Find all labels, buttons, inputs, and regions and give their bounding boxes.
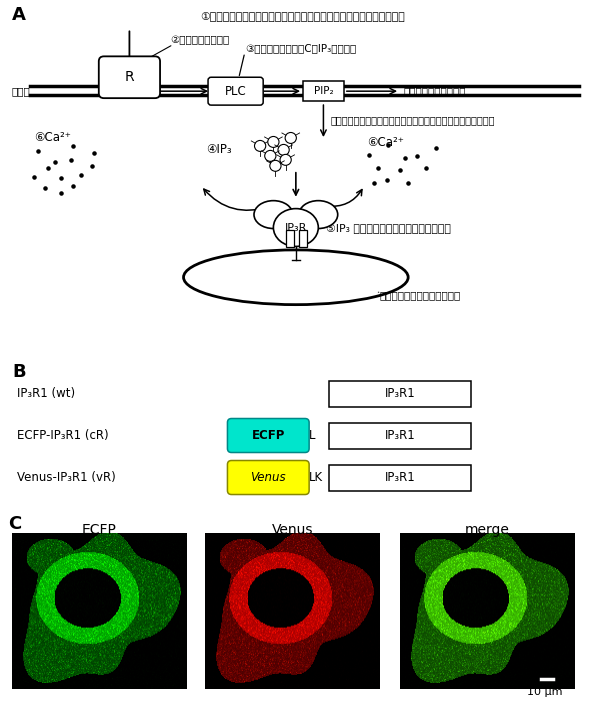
Ellipse shape — [254, 200, 293, 229]
Text: B: B — [12, 363, 26, 381]
Text: ⑥Ca²⁺: ⑥Ca²⁺ — [34, 131, 71, 144]
Bar — [299, 229, 307, 247]
Circle shape — [280, 154, 291, 165]
Text: IP₃R1: IP₃R1 — [385, 471, 415, 484]
Bar — [329, 464, 472, 490]
Text: 小胞体：カルシウム谯蔵器官: 小胞体：カルシウム谯蔵器官 — [380, 290, 461, 300]
Text: C: C — [8, 515, 21, 533]
Text: PIP₂: PIP₂ — [314, 87, 333, 96]
Text: merge: merge — [465, 523, 510, 537]
Text: ①細胞外刷激（ホルモン、成長因子、神経伝達物質、光、におい等）: ①細胞外刷激（ホルモン、成長因子、神経伝達物質、光、におい等） — [200, 11, 406, 21]
Text: ジアシルグリセロール: ジアシルグリセロール — [403, 87, 466, 96]
Text: 細胞膜: 細胞膜 — [12, 87, 31, 96]
Bar — [12, 534, 187, 689]
Text: LK: LK — [309, 471, 323, 484]
Text: Venus: Venus — [272, 523, 313, 537]
Circle shape — [285, 133, 296, 143]
Text: ⑤IP₃ レセプター：カルシウムチャネル: ⑤IP₃ レセプター：カルシウムチャネル — [326, 223, 451, 232]
Text: IP₃R: IP₃R — [284, 223, 307, 232]
Text: ECFP: ECFP — [251, 429, 285, 442]
Text: ⑥Ca²⁺: ⑥Ca²⁺ — [367, 136, 404, 149]
Bar — [303, 81, 344, 101]
Text: IP₃R1: IP₃R1 — [385, 429, 415, 442]
Ellipse shape — [299, 200, 338, 229]
Text: Venus: Venus — [250, 471, 286, 484]
Text: ②細胞膜上の受容体: ②細胞膜上の受容体 — [170, 35, 230, 45]
FancyBboxPatch shape — [99, 56, 160, 98]
Circle shape — [268, 136, 279, 147]
Text: R: R — [125, 70, 134, 84]
Text: ECFP: ECFP — [82, 523, 117, 537]
FancyBboxPatch shape — [227, 418, 309, 453]
Text: ④IP₃: ④IP₃ — [206, 143, 232, 156]
Circle shape — [254, 141, 266, 151]
Circle shape — [278, 144, 289, 155]
Text: 10 μm: 10 μm — [527, 687, 563, 697]
Text: IP₃R1 (wt): IP₃R1 (wt) — [17, 387, 75, 400]
Text: PLC: PLC — [225, 84, 247, 97]
Text: A: A — [12, 6, 26, 24]
Ellipse shape — [184, 250, 408, 305]
Text: L: L — [309, 429, 316, 442]
Text: Venus-IP₃R1 (vR): Venus-IP₃R1 (vR) — [17, 471, 116, 484]
Bar — [400, 534, 575, 689]
Bar — [329, 423, 472, 448]
Bar — [329, 381, 472, 407]
Bar — [205, 534, 380, 689]
Text: ECFP-IP₃R1 (cR): ECFP-IP₃R1 (cR) — [17, 429, 109, 442]
Circle shape — [270, 160, 281, 172]
Text: ホスファチジルイノシトール２リン酸：細胞膜構成脂質の一種: ホスファチジルイノシトール２リン酸：細胞膜構成脂質の一種 — [331, 115, 495, 125]
Ellipse shape — [274, 208, 319, 247]
Bar — [286, 229, 294, 247]
Circle shape — [265, 151, 276, 162]
Text: ③ホスフォリバーゼC：IP₃産生酵素: ③ホスフォリバーゼC：IP₃産生酵素 — [245, 43, 356, 53]
Text: IP₃R1: IP₃R1 — [385, 387, 415, 400]
FancyBboxPatch shape — [208, 77, 263, 105]
FancyBboxPatch shape — [227, 461, 309, 495]
